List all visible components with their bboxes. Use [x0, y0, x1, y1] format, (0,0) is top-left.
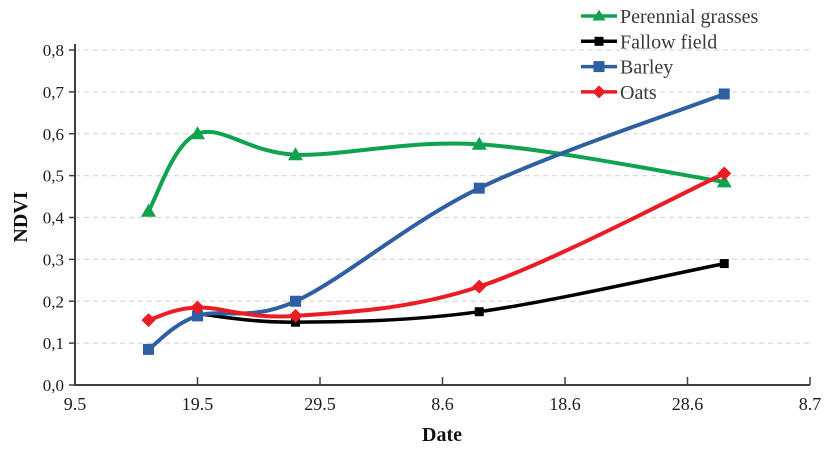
legend-item-oats: Oats — [581, 82, 657, 104]
marker-perennial-grasses — [471, 136, 487, 150]
marker-barley — [290, 295, 301, 307]
x-tick-label: 9.5 — [64, 394, 87, 414]
legend-marker-triangle-icon — [592, 9, 606, 21]
gridlines-layer — [75, 49, 812, 344]
x-tick-label: 18.6 — [549, 394, 581, 414]
y-tick-label: 0,2 — [43, 292, 64, 311]
y-tick-label: 0,0 — [43, 376, 64, 395]
series-layer — [141, 88, 732, 355]
marker-oats — [288, 308, 303, 323]
marker-barley — [143, 343, 154, 355]
x-tick-label: 8.7 — [799, 394, 822, 414]
x-axis-title: Date — [422, 424, 462, 446]
legend-label: Oats — [620, 82, 657, 104]
marker-oats — [141, 313, 156, 328]
series-line-perennial-grasses — [146, 130, 727, 214]
series-line-fallow-field — [195, 261, 727, 324]
legend-marker-diamond-icon — [592, 85, 606, 99]
marker-fallow-field — [474, 307, 484, 317]
legend-item-fallow-field: Fallow field — [581, 31, 717, 53]
legend: Perennial grasses Fallow field Barley Oats — [581, 6, 759, 104]
marker-perennial-grasses — [190, 126, 205, 140]
y-tick-label: 0,3 — [43, 250, 64, 269]
y-tick-label: 0,1 — [43, 334, 64, 353]
legend-item-perennial-grasses: Perennial grasses — [581, 6, 759, 28]
y-tick-label: 0,6 — [43, 125, 64, 144]
axes-layer: 0,0 0,1 0,2 0,3 0,4 0,5 0,6 0,7 0,8 9.5 19.5 29.5 8.… — [43, 41, 822, 414]
marker-barley — [718, 88, 730, 100]
y-tick-label: 0,7 — [43, 83, 65, 102]
marker-barley — [473, 182, 485, 194]
legend-marker-square-icon — [594, 36, 604, 46]
marker-barley — [192, 310, 203, 322]
legend-item-barley: Barley — [581, 57, 673, 79]
marker-perennial-grasses — [716, 174, 732, 188]
marker-oats — [472, 279, 487, 294]
x-tick-label: 19.5 — [182, 394, 214, 414]
y-tick-label: 0,5 — [43, 167, 64, 186]
marker-perennial-grasses — [141, 203, 156, 217]
legend-label: Barley — [620, 57, 673, 79]
marker-oats — [190, 300, 205, 315]
legend-label: Perennial grasses — [620, 6, 759, 28]
x-tick-label: 8.6 — [431, 394, 454, 414]
series-line-oats — [146, 171, 727, 323]
legend-label: Fallow field — [620, 31, 717, 53]
legend-marker-square-icon — [593, 61, 605, 73]
x-tick-label: 29.5 — [304, 394, 336, 414]
marker-perennial-grasses — [288, 147, 303, 161]
y-tick-label: 0,4 — [43, 209, 65, 228]
y-tick-label: 0,8 — [43, 41, 64, 60]
marker-oats — [717, 166, 732, 181]
x-tick-label: 28.6 — [672, 394, 704, 414]
y-axis-title: NDVI — [10, 191, 32, 242]
marker-fallow-field — [719, 259, 729, 269]
